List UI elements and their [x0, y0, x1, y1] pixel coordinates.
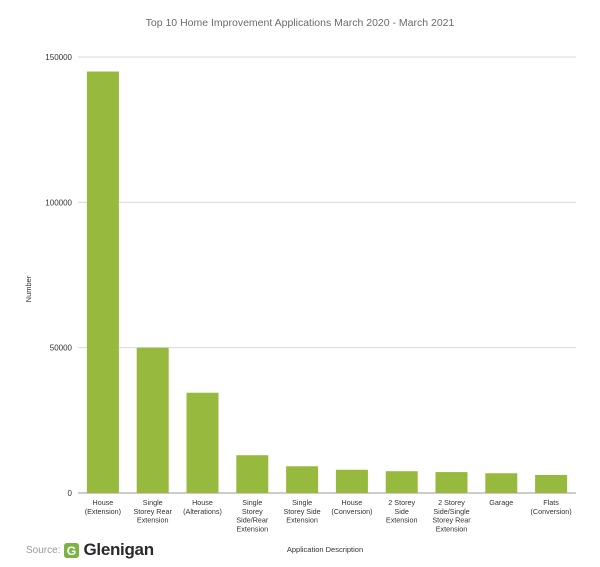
y-tick-label: 50000 [50, 344, 73, 353]
x-category-label: 2 Storey Side Extension [386, 498, 418, 525]
x-category-label-line: Flats [543, 498, 559, 507]
x-category-label: Flats (Conversion) [531, 498, 572, 516]
bar [186, 392, 219, 493]
x-category-label-line: Storey Side [284, 507, 321, 516]
y-axis-label: Number [24, 275, 33, 302]
x-category-label-line: Side/Rear [236, 516, 269, 525]
x-axis-label: Application Description [287, 545, 363, 554]
x-category-label-line: Extension [386, 516, 418, 525]
bar [335, 469, 368, 493]
bar [286, 466, 319, 493]
bar [435, 472, 468, 493]
y-tick-labels: 0 50000 100000 150000 [45, 53, 72, 498]
y-tick-label: 150000 [45, 53, 72, 62]
x-category-label-line: Extension [286, 516, 318, 525]
bar [236, 455, 269, 493]
x-category-label-line: House [192, 498, 213, 507]
x-category-label-line: House [93, 498, 114, 507]
source-label: Source: [26, 544, 61, 556]
glenigan-logo-icon: G [64, 542, 80, 558]
x-category-label-line: Single [292, 498, 312, 507]
x-category-label-line: Extension [137, 516, 169, 525]
y-tick-label: 100000 [45, 198, 72, 207]
bar [86, 71, 119, 494]
x-category-labels: House (Extension)Single Storey Rear Extensi… [85, 498, 572, 533]
bar [535, 474, 568, 493]
x-category-label-line: Side [395, 507, 409, 516]
x-category-label-line: Storey Rear [432, 516, 471, 525]
x-category-label-line: (Extension) [85, 507, 121, 516]
bar [385, 471, 418, 493]
chart-title: Top 10 Home Improvement Applications Mar… [146, 17, 455, 29]
x-category-label-line: (Alterations) [183, 507, 222, 516]
x-category-label: 2 Storey Side/Single Storey Rear Extension [432, 498, 471, 533]
x-category-label: Single Storey Side/Rear Extension [236, 498, 269, 533]
bar [136, 347, 169, 493]
x-category-label: House (Extension) [85, 498, 121, 516]
source-attribution: Source: G Glenigan [26, 538, 154, 562]
x-category-label-line: (Conversion) [531, 507, 572, 516]
x-category-label: House (Alterations) [183, 498, 222, 516]
svg-text:G: G [67, 543, 76, 557]
x-category-label-line: (Conversion) [331, 507, 372, 516]
x-category-label: Garage [489, 498, 513, 507]
x-category-label-line: 2 Storey [438, 498, 465, 507]
bars-layer [86, 71, 568, 494]
x-category-label-line: House [342, 498, 363, 507]
bar [485, 473, 518, 493]
x-category-label-line: Single [143, 498, 163, 507]
x-category-label-line: Storey [242, 507, 263, 516]
x-category-label-line: Single [242, 498, 262, 507]
x-category-label-line: 2 Storey [388, 498, 415, 507]
x-category-label: Single Storey Rear Extension [134, 498, 173, 525]
x-category-label-line: Garage [489, 498, 513, 507]
y-tick-label: 0 [68, 489, 73, 498]
x-category-label: House (Conversion) [331, 498, 372, 516]
x-category-label: Single Storey Side Extension [284, 498, 321, 525]
x-category-label-line: Storey Rear [134, 507, 173, 516]
x-category-label-line: Extension [237, 524, 269, 533]
source-brand-name: Glenigan [83, 540, 154, 559]
x-category-label-line: Side/Single [433, 507, 469, 516]
x-category-label-line: Extension [436, 524, 468, 533]
